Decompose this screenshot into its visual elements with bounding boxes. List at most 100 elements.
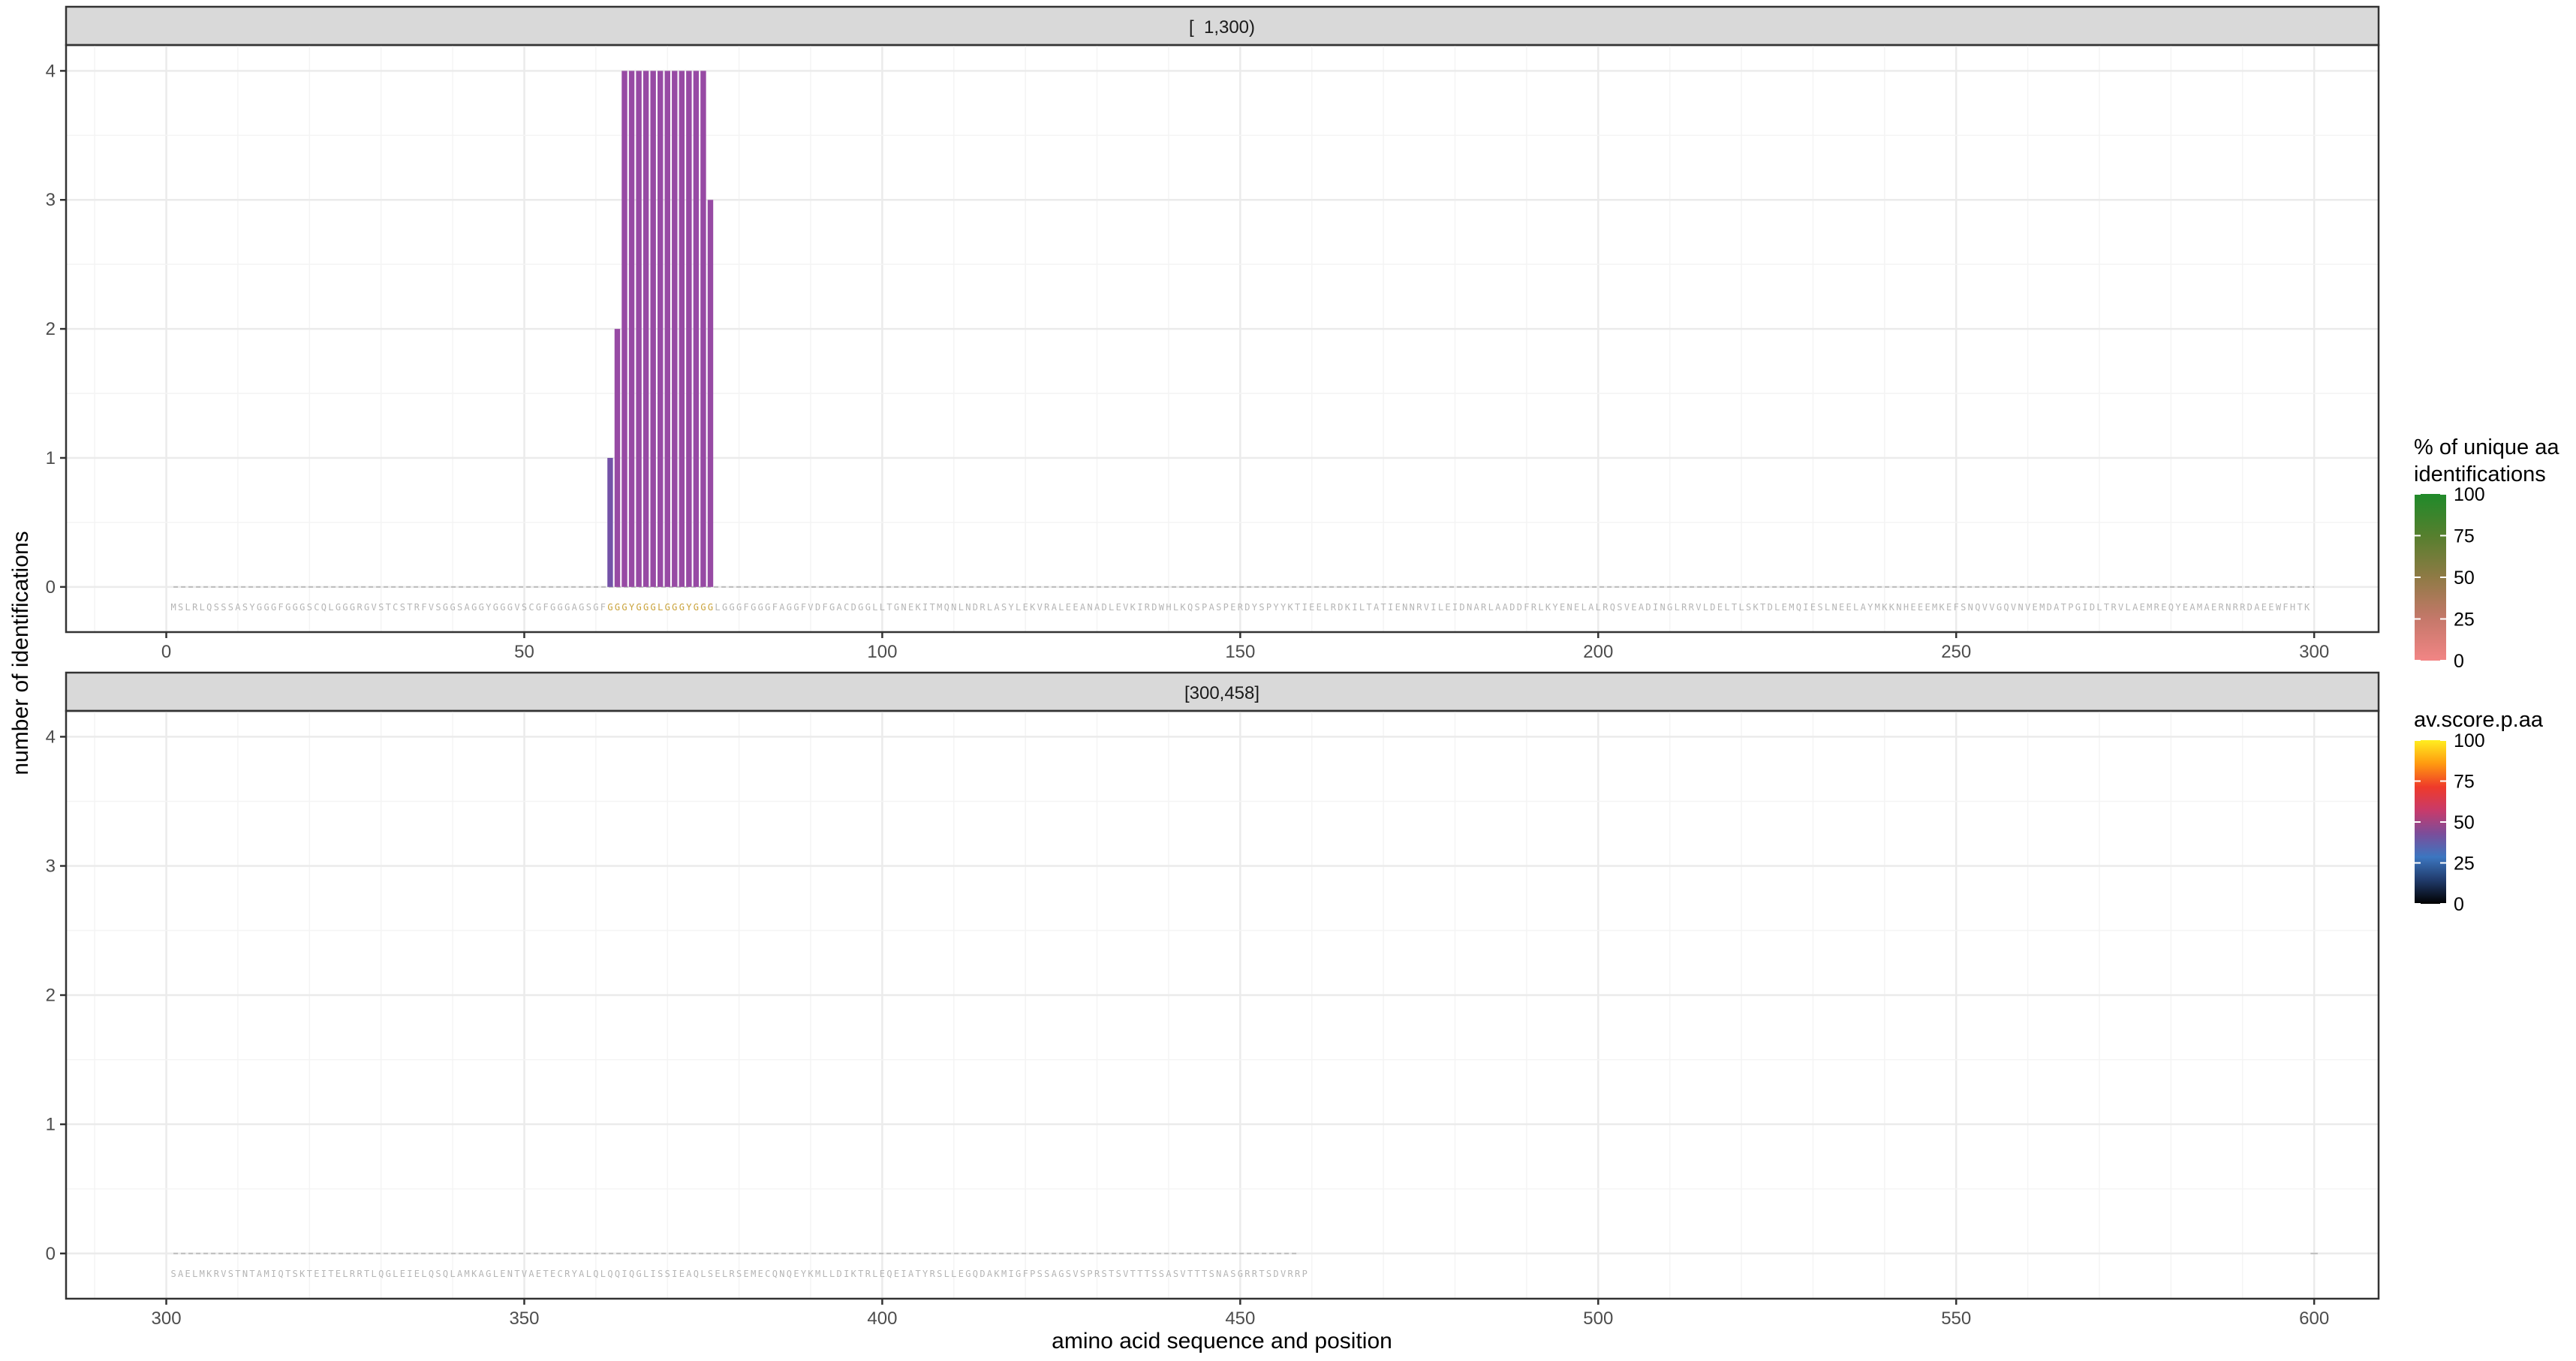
sequence-residue: K [1545, 602, 1551, 613]
sequence-residue: S [522, 602, 527, 613]
sequence-residue: F [2283, 602, 2288, 613]
sequence-residue: S [228, 602, 233, 613]
sequence-residue: K [1180, 602, 1186, 613]
sequence-residue: L [421, 1269, 426, 1279]
sequence-residue: C [844, 602, 849, 613]
sequence-residue: S [435, 602, 441, 613]
bar-pos-72 [679, 71, 685, 587]
sequence-residue: T [930, 602, 935, 613]
sequence-residue: I [1452, 602, 1458, 613]
sequence-residue: L [1323, 602, 1329, 613]
sequence-residue: E [1230, 602, 1235, 613]
sequence-residue: K [808, 1269, 814, 1279]
sequence-residue: D [1768, 602, 1773, 613]
sequence-residue: A [1374, 602, 1380, 613]
sequence-residue: G [1016, 1269, 1021, 1279]
sequence-residue: E [336, 1269, 341, 1279]
sequence-residue: N [242, 1269, 248, 1279]
sequence-residue: V [1696, 602, 1701, 613]
sequence-residue: H [2290, 602, 2295, 613]
sequence-residue: S [937, 1269, 942, 1279]
sequence-residue: R [214, 1269, 220, 1279]
sequence-residue: K [994, 1269, 1000, 1279]
sequence-residue: M [815, 1269, 820, 1279]
sequence-residue: L [829, 1269, 835, 1279]
sequence-residue: E [744, 1269, 749, 1279]
sequence-residue: S [1116, 1269, 1121, 1279]
sequence-residue: L [880, 602, 885, 613]
sequence-residue: K [1130, 602, 1136, 613]
sequence-residue: M [2039, 602, 2045, 613]
sequence-residue: P [1030, 1269, 1035, 1279]
sequence-residue: G [479, 602, 484, 613]
sequence-residue: L [722, 1269, 727, 1279]
sequence-residue: E [1116, 602, 1121, 613]
sequence-residue: L [1675, 602, 1680, 613]
sequence-residue: I [321, 1269, 327, 1279]
sequence-residue: N [1896, 602, 1901, 613]
bar-pos-65 [628, 71, 635, 587]
sequence-residue: Q [1187, 602, 1193, 613]
sequence-residue: Q [2168, 602, 2174, 613]
sequence-residue: Q [615, 1269, 620, 1279]
sequence-residue: E [1445, 602, 1450, 613]
sequence-residue: A [1094, 602, 1100, 613]
sequence-residue: S [228, 1269, 233, 1279]
sequence-residue: L [200, 602, 205, 613]
sequence-residue: E [2262, 602, 2267, 613]
y-tick-label: 3 [46, 857, 56, 877]
sequence-residue: A [572, 602, 578, 613]
x-tick-label: 100 [867, 642, 897, 662]
sequence-residue: I [621, 1269, 627, 1279]
panel-top-x-axis: 0 50 100 150 200 250 300 [161, 632, 2329, 662]
sequence-residue: S [736, 1269, 742, 1279]
sequence-residue: R [2240, 602, 2246, 613]
sequence-residue: N [1402, 602, 1407, 613]
sequence-residue: R [1295, 1269, 1301, 1279]
sequence-residue: A [1495, 602, 1501, 613]
sequence-residue: N [1567, 602, 1572, 613]
sequence-residue: G [263, 602, 269, 613]
bar-pos-63 [614, 329, 621, 587]
sequence-residue: G [1997, 602, 2002, 613]
sequence-residue: G [350, 602, 355, 613]
sequence-residue: Y [2175, 602, 2181, 613]
colorbar-tick-label: 100 [2454, 730, 2485, 751]
sequence-residue: E [2183, 602, 2188, 613]
sequence-residue: G [364, 602, 369, 613]
sequence-residue: E [2161, 602, 2166, 613]
x-tick-label: 600 [2299, 1308, 2329, 1329]
sequence-residue: R [1044, 602, 1050, 613]
sequence-residue: T [285, 1269, 290, 1279]
sequence-residue: R [865, 1269, 871, 1279]
sequence-residue: Q [694, 1269, 699, 1279]
sequence-residue: G [336, 602, 341, 613]
sequence-residue: E [2211, 602, 2216, 613]
sequence-residue: D [2247, 602, 2252, 613]
panel-bottom-x-axis: 300 350 400 450 500 550 600 [152, 1299, 2329, 1329]
sequence-residue: L [1596, 602, 1601, 613]
sequence-residue: R [357, 602, 363, 613]
sequence-residue: D [815, 602, 820, 613]
colorbar-tick-label: 50 [2454, 812, 2475, 833]
bar-pos-68 [650, 71, 656, 587]
sequence-residue: I [271, 1269, 276, 1279]
legend-score-ticks: 100 75 50 25 0 [2454, 730, 2485, 915]
sequence-residue: T [858, 1269, 863, 1279]
y-tick-label: 0 [46, 1244, 56, 1264]
sequence-residue: T [407, 602, 412, 613]
sequence-residue: S [221, 602, 226, 613]
sequence-residue: L [1359, 602, 1365, 613]
sequence-residue: S [1080, 1269, 1085, 1279]
panel-bottom-y-axis: 0 1 2 3 4 [46, 727, 66, 1264]
sequence-residue: E [758, 1269, 763, 1279]
sequence-residue: E [1910, 602, 1915, 613]
sequence-residue: I [844, 1269, 849, 1279]
sequence-residue: R [1681, 602, 1687, 613]
sequence-residue: K [1753, 602, 1759, 613]
sequence-residue: E [894, 1269, 899, 1279]
sequence-residue: E [1395, 602, 1401, 613]
sequence-residue: K [1288, 602, 1294, 613]
sequence-residue: N [1216, 1269, 1221, 1279]
sequence-residue: G [579, 602, 584, 613]
